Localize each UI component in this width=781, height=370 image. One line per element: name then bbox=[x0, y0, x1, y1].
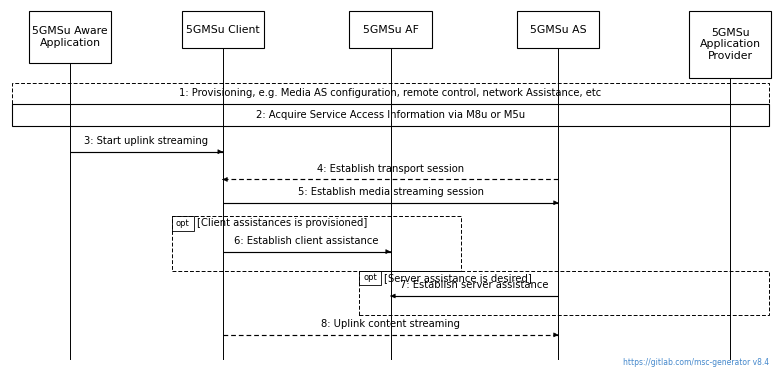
Bar bbox=[30, 11, 111, 63]
Bar bbox=[517, 11, 600, 48]
Text: 8: Uplink content streaming: 8: Uplink content streaming bbox=[321, 319, 460, 329]
Text: 5GMSu Client: 5GMSu Client bbox=[186, 24, 259, 35]
Bar bbox=[181, 11, 263, 48]
Text: 5GMSu AF: 5GMSu AF bbox=[362, 24, 419, 35]
Text: https://gitlab.com/msc-generator v8.4: https://gitlab.com/msc-generator v8.4 bbox=[623, 358, 769, 367]
Text: 3: Start uplink streaming: 3: Start uplink streaming bbox=[84, 136, 209, 146]
Bar bbox=[359, 271, 381, 285]
Text: [Client assistances is provisioned]: [Client assistances is provisioned] bbox=[197, 218, 367, 229]
Bar bbox=[172, 216, 194, 231]
Text: 5: Establish media streaming session: 5: Establish media streaming session bbox=[298, 187, 483, 197]
Bar bbox=[12, 104, 769, 126]
Text: opt: opt bbox=[176, 219, 190, 228]
Bar bbox=[172, 216, 461, 271]
Text: 2: Acquire Service Access Information via M8u or M5u: 2: Acquire Service Access Information vi… bbox=[256, 110, 525, 120]
Text: 5GMSu AS: 5GMSu AS bbox=[530, 24, 587, 35]
Text: 4: Establish transport session: 4: Establish transport session bbox=[317, 164, 464, 174]
Bar bbox=[350, 11, 431, 48]
Bar bbox=[690, 11, 772, 78]
Text: opt: opt bbox=[363, 273, 377, 282]
Text: 5GMSu
Application
Provider: 5GMSu Application Provider bbox=[700, 28, 761, 61]
Bar bbox=[12, 83, 769, 104]
Text: 1: Provisioning, e.g. Media AS configuration, remote control, network Assistance: 1: Provisioning, e.g. Media AS configura… bbox=[180, 88, 601, 98]
Text: 5GMSu Aware
Application: 5GMSu Aware Application bbox=[33, 26, 108, 48]
Text: 6: Establish client assistance: 6: Establish client assistance bbox=[234, 236, 379, 246]
Text: 7: Establish server assistance: 7: Establish server assistance bbox=[400, 280, 549, 290]
Bar bbox=[359, 271, 769, 315]
Text: [Server assistance is desired]: [Server assistance is desired] bbox=[384, 273, 532, 283]
